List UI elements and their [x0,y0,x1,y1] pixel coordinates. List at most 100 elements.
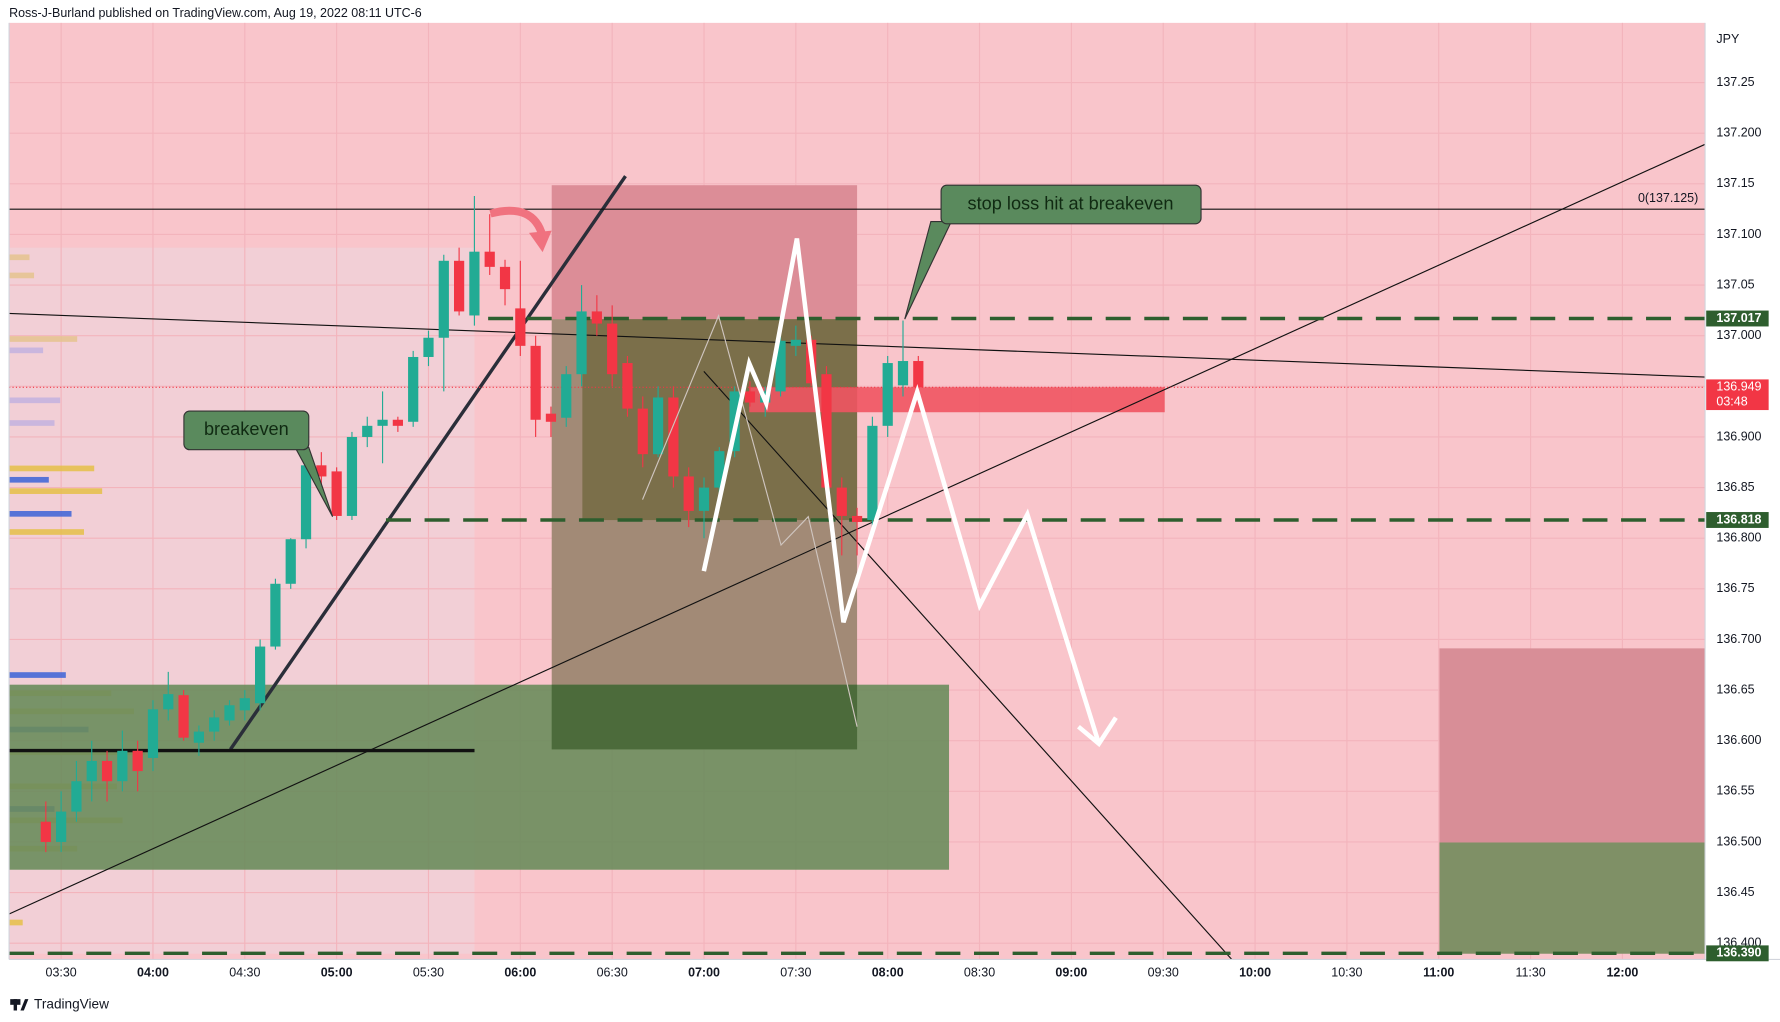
path-sketch [642,313,858,727]
candle-body [515,308,526,346]
y-tick-label: 136.800 [1716,531,1761,545]
x-tick-label: 08:30 [964,965,995,979]
price-label: 136.949 [1716,380,1761,394]
x-tick-label: 04:00 [137,965,169,979]
trend-line [229,175,627,751]
candle-body [607,323,618,375]
profile-bar [9,919,23,926]
x-tick-label: 07:00 [688,965,720,979]
curved-arrow [489,206,547,238]
candle-body [561,374,572,418]
x-tick-label: 03:30 [46,965,77,979]
candle-body [255,646,266,704]
profile-bar [9,529,85,535]
candle-body [453,260,465,312]
projection-path [701,238,1102,745]
candle-body [147,709,159,758]
profile-bar [9,336,78,342]
candle-body [285,539,296,584]
profile-bar [9,420,55,426]
candle-body [714,451,725,488]
callout-text: stop loss hit at breakeven [968,193,1174,213]
profile-bar [9,347,44,354]
axis-labels: 136.400136.45136.500136.55136.600136.651… [46,75,1769,979]
candle-body [392,419,403,426]
y-tick-label: 136.900 [1716,429,1761,443]
candle-body [331,471,342,516]
price-label: 136.390 [1716,946,1761,960]
y-tick-label: 136.500 [1716,834,1761,848]
candle-body [484,251,495,267]
trend-line [9,312,1706,378]
profile-bar [9,254,30,261]
x-tick-label: 11:30 [1515,965,1545,979]
candle-body [530,345,541,420]
candle-body [744,391,756,403]
x-tick-label: 12:00 [1606,965,1638,979]
header: Ross-J-Burland published on TradingView.… [9,6,422,20]
candle-body [178,695,189,738]
y-tick-label: 136.600 [1716,733,1761,747]
candle-body [469,251,480,316]
profile-bar [9,465,95,472]
y-tick-label: 137.05 [1716,277,1754,291]
callouts: breakeven stop loss hit at breakeven [183,184,1202,517]
candle-body [132,750,143,772]
y-tick-label: 136.700 [1716,632,1761,646]
y-tick-label: 137.15 [1716,176,1754,190]
candle-body [499,266,511,290]
profile-bar [9,397,61,404]
profile-bar [9,272,35,279]
candle-body [775,340,786,392]
candle-body [668,397,679,477]
x-tick-label: 04:30 [229,965,260,979]
candle-body [408,356,419,422]
y-tick-label: 137.25 [1716,75,1754,89]
callout-box [183,410,310,451]
candle-body [86,760,97,782]
footer: TradingView [34,996,109,1011]
candle-body [224,705,235,721]
x-tick-label: 09:00 [1055,965,1087,979]
candle-body [163,694,174,710]
projection-arrow [1076,716,1118,748]
price-label: 136.818 [1716,512,1761,526]
stop-zone [1439,648,1706,843]
target-zone [1439,842,1706,954]
target-zone [551,684,858,750]
x-tick-label: 10:00 [1239,965,1271,979]
countdown: 03:48 [1716,394,1747,408]
candle-body [790,339,801,346]
x-tick-label: 11:00 [1423,965,1454,979]
candle-body [209,717,220,732]
candle-body [683,476,694,511]
candle-body [362,425,373,437]
drawings [8,143,1706,960]
price-axis [1705,22,1780,960]
x-tick-label: 08:00 [872,965,904,979]
x-tick-label: 07:30 [780,965,811,979]
candle-body [897,361,909,386]
logo-mark [13,999,18,1011]
trend-line [703,370,1233,960]
candle-body [576,311,587,375]
projection [489,206,1118,748]
candle-body [637,408,648,455]
callout-box [940,184,1202,225]
candle-body [270,583,281,647]
candle-body [56,811,67,842]
curved-arrow-head [529,230,552,253]
supply-bar [749,387,1165,413]
y-tick-label: 137.200 [1716,126,1761,140]
price-label: 137.017 [1716,311,1761,325]
candle-body [377,419,388,426]
candle-body [545,413,557,422]
profile-bar [9,511,72,517]
levels: 0(137.125) [9,191,1706,956]
profile-bar [9,672,66,678]
y-tick-label: 137.100 [1716,227,1761,241]
y-tick-label: 136.65 [1716,682,1754,696]
profile-bar [9,476,49,483]
x-tick-label: 05:00 [321,965,353,979]
